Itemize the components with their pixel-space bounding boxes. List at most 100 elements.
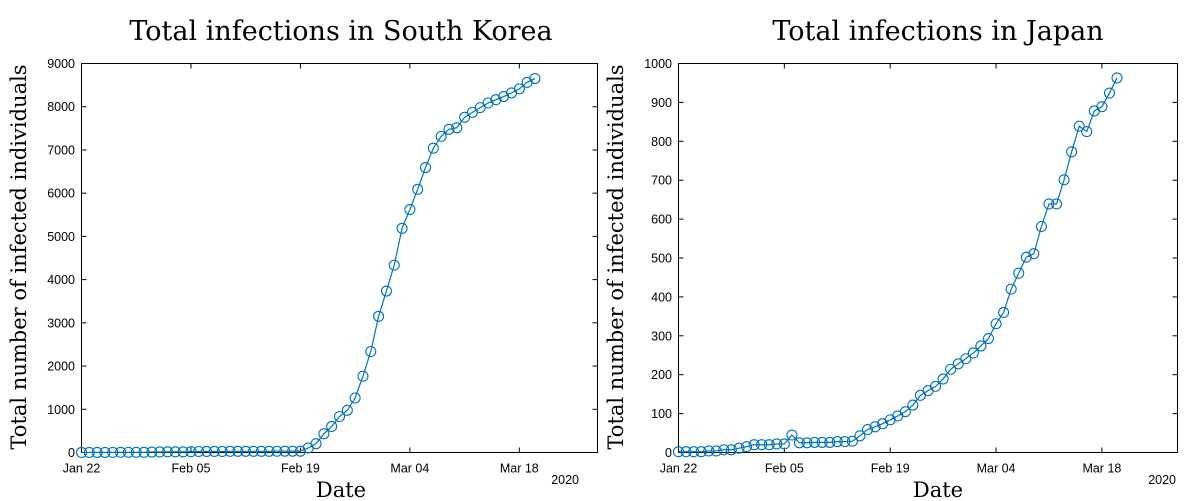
- data-point: [419, 161, 432, 174]
- data-point: [490, 94, 502, 106]
- x-axis-label: Date: [913, 478, 963, 501]
- year-label: 2020: [551, 473, 579, 487]
- y-tick-label: 8000: [47, 100, 75, 114]
- data-point: [529, 72, 541, 85]
- x-tick-label: Feb 05: [765, 462, 804, 476]
- data-point: [349, 392, 361, 404]
- data-point: [201, 445, 213, 458]
- y-axis: 0 100 200 300 400 500 600 700 800 900 1000: [644, 57, 1178, 460]
- y-axis-label: Total number of infected individuals: [604, 64, 628, 449]
- data-point: [982, 332, 995, 345]
- data-point: [718, 444, 730, 456]
- data-point: [899, 406, 911, 418]
- data-point: [824, 436, 836, 448]
- data-point: [310, 438, 322, 450]
- data-point: [1043, 198, 1055, 210]
- data-point: [846, 435, 858, 447]
- data-point: [279, 445, 291, 457]
- data-point: [232, 445, 244, 457]
- x-tick-label: Mar 04: [977, 462, 1016, 476]
- data-point: [1073, 120, 1085, 132]
- y-tick-label: 900: [651, 96, 672, 110]
- data-point: [154, 446, 166, 458]
- y-tick-label: 0: [68, 446, 75, 460]
- data-point: [861, 423, 874, 436]
- y-tick-label: 100: [651, 407, 672, 421]
- data-point: [216, 445, 228, 457]
- data-point: [672, 446, 685, 458]
- data-point: [263, 445, 275, 457]
- data-point: [740, 441, 753, 453]
- data-point: [99, 446, 111, 458]
- data-point: [809, 436, 821, 448]
- y-axis: 0 1000 2000 3000 4000 5000 6000 7000 8000 9000: [47, 57, 598, 460]
- data-point: [801, 437, 813, 449]
- data-point: [952, 358, 964, 370]
- data-point: [695, 446, 707, 458]
- x-tick-label: Mar 18: [500, 462, 539, 476]
- y-tick-label: 9000: [47, 57, 75, 71]
- data-point: [185, 446, 197, 458]
- data-point: [1005, 283, 1017, 295]
- data-point: [725, 444, 737, 456]
- data-point: [380, 285, 392, 297]
- y-tick-label: 0: [665, 446, 672, 460]
- data-point: [763, 439, 775, 451]
- data-point: [146, 446, 158, 458]
- data-point: [688, 446, 700, 458]
- y-tick-label: 3000: [47, 316, 75, 330]
- chart-panel-south-korea: Total infections in South Korea Total nu…: [7, 16, 598, 501]
- y-tick-label: 6000: [47, 187, 75, 201]
- data-point: [937, 373, 949, 385]
- data-point: [373, 310, 385, 322]
- x-tick-label: Jan 22: [660, 462, 698, 476]
- data-point: [287, 445, 299, 457]
- data-point: [255, 445, 267, 457]
- data-point: [1058, 174, 1070, 186]
- x-tick-label: Feb 19: [871, 462, 910, 476]
- data-point: [1020, 251, 1032, 263]
- data-point: [435, 130, 447, 142]
- y-tick-label: 400: [651, 290, 672, 304]
- data-point: [1028, 248, 1040, 260]
- data-point: [482, 97, 494, 109]
- x-axis: Jan 22 Feb 05 Feb 19 Mar 04 Mar 18: [63, 63, 539, 476]
- data-point: [1096, 101, 1108, 113]
- y-tick-label: 600: [651, 213, 672, 227]
- y-tick-label: 4000: [47, 273, 75, 287]
- data-point: [122, 446, 134, 458]
- x-tick-label: Mar 04: [390, 462, 429, 476]
- data-point: [427, 142, 439, 154]
- y-tick-label: 500: [651, 252, 672, 266]
- data-point: [967, 347, 979, 359]
- data-point: [271, 445, 283, 457]
- data-point: [907, 399, 919, 411]
- data-point: [459, 111, 471, 123]
- data-point: [748, 439, 760, 451]
- data-point: [513, 83, 525, 95]
- data-point: [1103, 87, 1115, 99]
- data-point: [960, 353, 972, 365]
- data-point: [130, 446, 142, 458]
- x-tick-label: Mar 18: [1082, 462, 1121, 476]
- data-point: [396, 222, 408, 234]
- y-tick-label: 700: [651, 174, 672, 188]
- y-tick-label: 800: [651, 135, 672, 149]
- chart-title: Total infections in South Korea: [129, 16, 552, 47]
- x-axis-label: Date: [316, 478, 366, 501]
- data-point: [115, 446, 127, 458]
- data-point: [412, 183, 424, 195]
- data-point: [169, 446, 181, 458]
- data-point: [786, 429, 798, 441]
- data-point: [177, 446, 189, 458]
- data-point: [733, 442, 745, 454]
- data-point: [756, 439, 768, 451]
- data-point: [83, 446, 95, 459]
- data-point: [326, 420, 338, 433]
- data-point: [1013, 267, 1025, 279]
- data-point: [1050, 198, 1063, 210]
- data-point: [998, 306, 1010, 319]
- data-point: [869, 421, 881, 433]
- data-point: [91, 446, 103, 458]
- data-point: [107, 446, 119, 458]
